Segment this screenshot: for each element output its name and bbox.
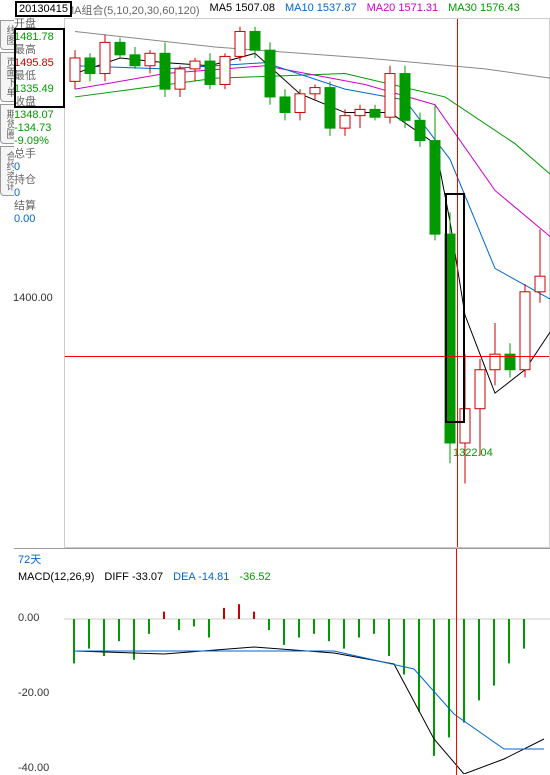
info-row: 总手 <box>14 148 62 161</box>
info-row: 结算 <box>14 200 62 213</box>
info-row: 最高 <box>14 44 62 57</box>
ma-prefix: MA组合(5,10,20,30,60,120) <box>65 2 200 18</box>
info-row: 持仓 <box>14 174 62 187</box>
ma-header: MA组合(5,10,20,30,60,120) MA5 1507.08 MA10… <box>65 2 520 18</box>
info-row: 1481.78 <box>14 31 62 44</box>
info-row: 1348.07 <box>14 109 62 122</box>
svg-text:0.00: 0.00 <box>18 612 39 624</box>
candlestick-chart[interactable]: 1400.00 1322.04 <box>64 18 550 548</box>
side-tabs: 线图页面下单期货圈合约资讯 <box>0 20 14 198</box>
info-panel: 开盘1481.78最高1495.85最低1335.49收盘1348.07-134… <box>14 18 62 226</box>
info-row: 最低 <box>14 70 62 83</box>
crosshair-h <box>65 356 549 357</box>
y-axis-1400: 1400.00 <box>13 292 53 304</box>
info-row: -134.73 <box>14 122 62 135</box>
info-row: -9.09% <box>14 135 62 148</box>
ma20-label: MA20 1571.31 <box>367 2 439 18</box>
date-box: 20130415 <box>15 1 72 17</box>
info-row: 1495.85 <box>14 57 62 70</box>
info-row: 0 <box>14 187 62 200</box>
info-row: 0.00 <box>14 213 62 226</box>
info-row: 开盘 <box>14 18 62 31</box>
info-row: 1335.49 <box>14 83 62 96</box>
ma30-label: MA30 1576.43 <box>448 2 520 18</box>
info-row: 收盘 <box>14 96 62 109</box>
macd-panel[interactable]: 72天 MACD(12,26,9) DIFF -33.07 DEA -14.81… <box>14 548 550 775</box>
ma10-label: MA10 1537.87 <box>285 2 357 18</box>
low-price-annotation: 1322.04 <box>453 447 493 459</box>
chart-svg <box>65 19 550 549</box>
svg-text:-40.00: -40.00 <box>18 762 49 774</box>
ma5-label: MA5 1507.08 <box>210 2 275 18</box>
crosshair-v <box>457 19 458 547</box>
svg-text:-20.00: -20.00 <box>18 687 49 699</box>
macd-svg: 0.00 -20.00 -40.00 <box>14 579 550 774</box>
chart-container: 20130415 MA组合(5,10,20,30,60,120) MA5 150… <box>0 0 550 775</box>
macd-crosshair-v <box>456 549 457 775</box>
macd-days: 72天 <box>14 549 550 569</box>
info-row: 0 <box>14 161 62 174</box>
